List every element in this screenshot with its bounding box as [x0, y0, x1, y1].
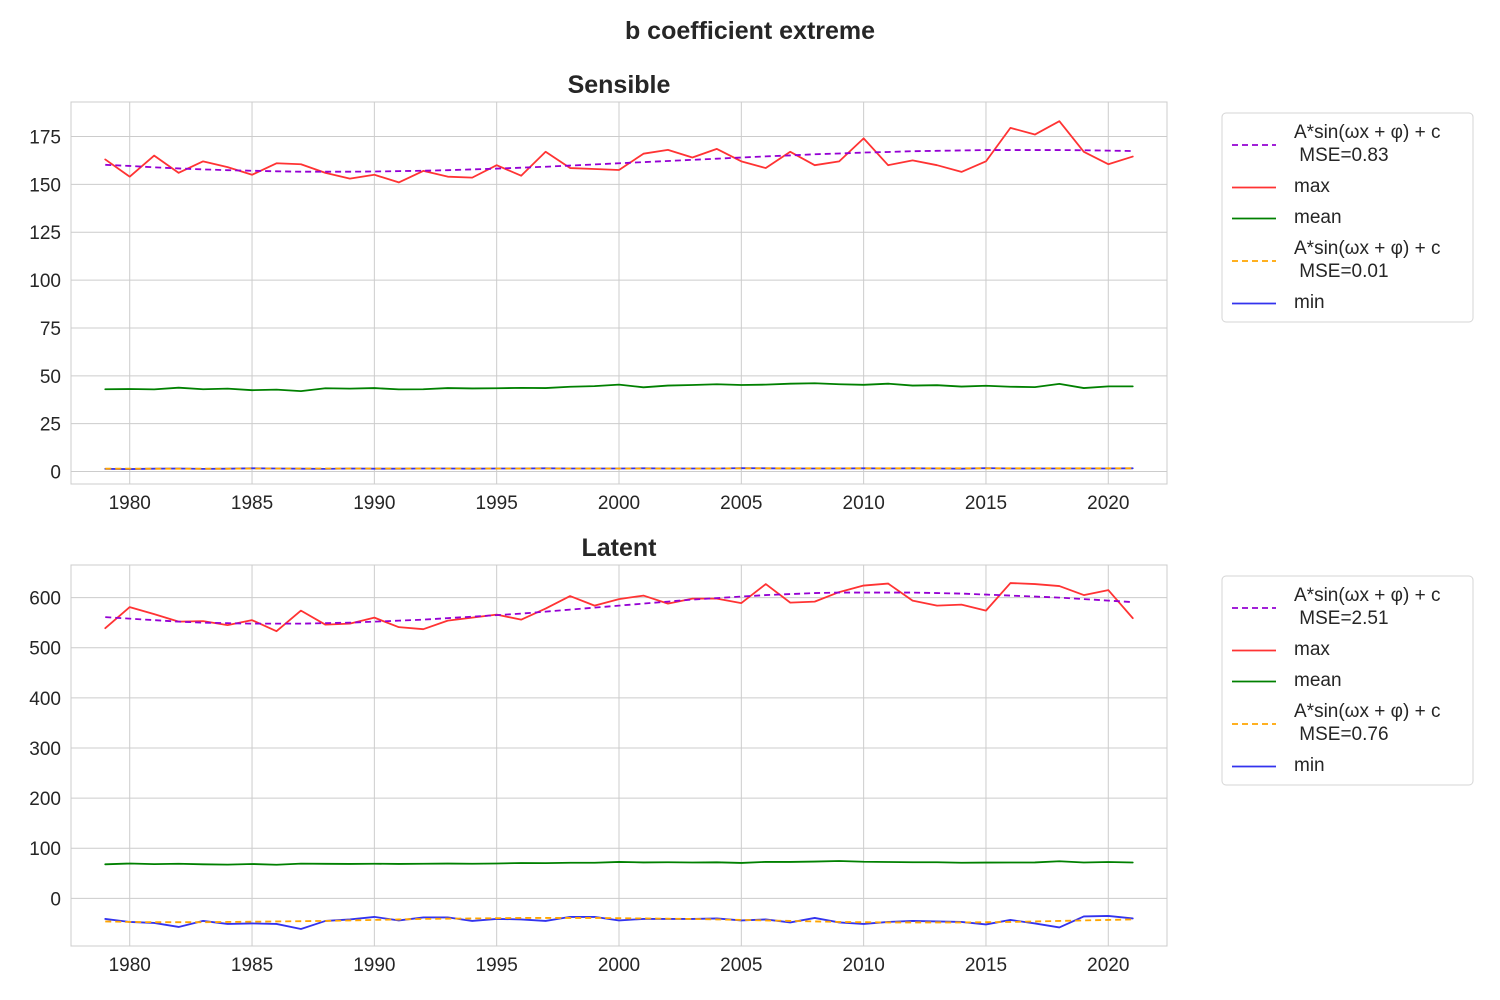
sensible-legend-label: min — [1294, 292, 1325, 313]
sensible-grid — [71, 102, 1167, 484]
sensible-ytick-label: 100 — [29, 271, 61, 292]
sensible-ytick-label: 175 — [29, 127, 61, 148]
latent-ytick-label: 300 — [29, 739, 61, 760]
latent-xtick-label: 2015 — [965, 955, 1007, 976]
latent-xtick-label: 2020 — [1087, 955, 1129, 976]
latent-fit-min-line — [105, 917, 1133, 924]
latent-ytick-label: 200 — [29, 789, 61, 810]
latent-grid — [71, 565, 1167, 946]
sensible-ytick-label: 0 — [50, 463, 61, 484]
sensible-title: Sensible — [568, 71, 671, 99]
sensible-xtick-label: 2020 — [1087, 493, 1129, 514]
sensible-legend-label: max — [1294, 176, 1330, 197]
sensible-ytick-label: 25 — [40, 415, 61, 436]
latent-legend-label: max — [1294, 639, 1330, 660]
latent-ytick-label: 0 — [50, 889, 61, 910]
latent-min-line — [104, 915, 1134, 930]
latent-ticks: 1980 1985 1990 1995 2000 2005 2010 2015 2020 0 100… — [29, 589, 1129, 976]
latent-title: Latent — [582, 534, 658, 562]
latent-xtick-label: 1995 — [476, 955, 518, 976]
sensible-frame — [70, 101, 1168, 485]
sensible-xtick-label: 2010 — [843, 493, 885, 514]
latent-ytick-label: 100 — [29, 839, 61, 860]
sensible-xtick-label: 1990 — [353, 493, 395, 514]
sensible-max-line — [104, 120, 1134, 184]
sensible-legend-box — [1221, 112, 1474, 323]
latent-ytick-label: 500 — [29, 639, 61, 660]
sensible-legend-label: A*sin(ωx + φ) + c MSE=0.01 — [1294, 238, 1440, 282]
latent-ytick-label: 400 — [29, 689, 61, 710]
latent-max-line — [104, 582, 1134, 633]
sensible-ytick-label: 125 — [29, 223, 61, 244]
sensible-legend-label: mean — [1294, 207, 1342, 228]
latent-xtick-label: 2000 — [598, 955, 640, 976]
sensible-ticks: 1980 1985 1990 1995 2000 2005 2010 2015 2020 0 25 5… — [29, 127, 1129, 514]
latent-xtick-label: 2005 — [720, 955, 762, 976]
sensible-xtick-label: 1985 — [231, 493, 273, 514]
latent-legend-label: mean — [1294, 670, 1342, 691]
figure-suptitle: b coefficient extreme — [625, 17, 875, 45]
latent-legend-label: min — [1294, 755, 1325, 776]
latent-series — [104, 582, 1134, 930]
latent-xtick-label: 1985 — [231, 955, 273, 976]
sensible-xtick-label: 1980 — [109, 493, 151, 514]
sensible-xtick-label: 2015 — [965, 493, 1007, 514]
latent-legend-label: A*sin(ωx + φ) + c MSE=0.76 — [1294, 701, 1440, 745]
sensible-legend: A*sin(ωx + φ) + c MSE=0.83 max mean A*sin(ω… — [1221, 112, 1474, 323]
latent-xtick-label: 1980 — [109, 955, 151, 976]
latent-legend: A*sin(ωx + φ) + c MSE=2.51 max mean A*sin(ω… — [1221, 575, 1474, 786]
latent-legend-label: A*sin(ωx + φ) + c MSE=2.51 — [1294, 585, 1440, 629]
latent-axes: Latent 1980 1985 1990 1995 2000 2005 2010 2015 2… — [29, 534, 1474, 976]
sensible-xtick-label: 1995 — [476, 493, 518, 514]
sensible-ytick-label: 150 — [29, 175, 61, 196]
sensible-series — [104, 120, 1134, 470]
latent-frame — [70, 564, 1168, 947]
sensible-xtick-label: 2000 — [598, 493, 640, 514]
latent-xtick-label: 1990 — [353, 955, 395, 976]
latent-ytick-label: 600 — [29, 589, 61, 610]
sensible-ytick-label: 75 — [40, 319, 61, 340]
sensible-ytick-label: 50 — [40, 367, 61, 388]
latent-xtick-label: 2010 — [843, 955, 885, 976]
latent-fit-max-line — [105, 591, 1133, 625]
sensible-legend-label: A*sin(ωx + φ) + c MSE=0.83 — [1294, 122, 1440, 166]
sensible-axes: Sensible 1980 1985 1990 1995 2000 2005 2010 201… — [29, 71, 1474, 514]
latent-mean-line — [104, 860, 1134, 866]
sensible-xtick-label: 2005 — [720, 493, 762, 514]
sensible-mean-line — [104, 382, 1134, 393]
latent-legend-box — [1221, 575, 1474, 786]
sensible-fit-max-line — [105, 149, 1133, 173]
